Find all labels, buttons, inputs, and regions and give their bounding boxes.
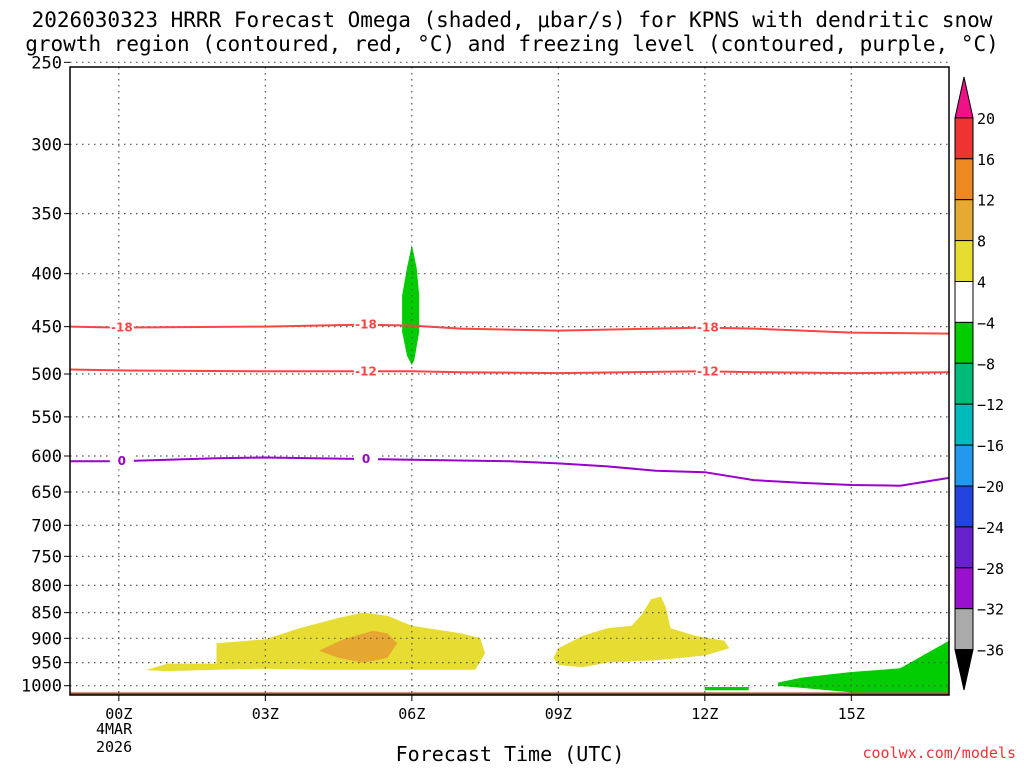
y-tick-label-600: 600 <box>31 447 62 467</box>
x-tick-label-09Z: 09Z <box>545 705 572 723</box>
contour-label--18: -18 <box>355 318 377 332</box>
y-tick-label-850: 850 <box>31 604 62 624</box>
y-tick-label-300: 300 <box>31 135 62 155</box>
contour-label-bg--18 <box>109 319 134 336</box>
y-tick-label-400: 400 <box>31 265 62 285</box>
colorbar-bin-7 <box>954 362 974 405</box>
date-label-year: 2026 <box>96 738 133 756</box>
omega-shade-region-4 <box>704 687 749 691</box>
colorbar-tick-label-3: 8 <box>977 233 986 251</box>
colorbar-bin-1 <box>954 117 974 160</box>
contour-label-0: 0 <box>362 452 370 466</box>
colorbar-tick-label-12: −32 <box>977 601 1004 619</box>
y-tick-label-550: 550 <box>31 408 62 428</box>
colorbar-tick-label-4: 4 <box>977 274 986 292</box>
y-tick-label-800: 800 <box>31 576 62 596</box>
chart-title-line-2: growth region (contoured, red, °C) and f… <box>25 32 999 56</box>
colorbar-tick-label-13: −36 <box>977 642 1004 660</box>
x-tick-label-00Z: 00Z <box>105 705 132 723</box>
x-tick-label-03Z: 03Z <box>252 705 279 723</box>
colorbar-bin-8 <box>954 403 974 446</box>
y-tick-label-900: 900 <box>31 629 62 649</box>
plot-area <box>70 67 949 695</box>
date-label-day: 4MAR <box>96 720 133 738</box>
colorbar-tick-label-8: −16 <box>977 437 1004 455</box>
colorbar-bin-4 <box>954 240 974 283</box>
y-tick-label-1000: 1000 <box>21 677 62 697</box>
y-tick-label-700: 700 <box>31 516 62 536</box>
contour-label--12: -12 <box>697 364 719 378</box>
x-axis-label: Forecast Time (UTC) <box>395 742 625 766</box>
contour-label-0: 0 <box>118 454 126 468</box>
x-tick-label-12Z: 12Z <box>691 705 718 723</box>
colorbar-tick-label-7: −12 <box>977 396 1004 414</box>
contour-label--12: -12 <box>355 364 377 378</box>
x-tick-label-15Z: 15Z <box>838 705 865 723</box>
colorbar-tick-label-10: −24 <box>977 519 1004 537</box>
contour-line--18 <box>69 323 950 335</box>
colorbar-tick-label-2: 12 <box>977 192 995 210</box>
omega-shade-region-0 <box>145 612 486 672</box>
contour-label--18: -18 <box>697 321 719 335</box>
chart-title-line-1: 2026030323 HRRR Forecast Omega (shaded, … <box>31 8 993 32</box>
ground-strip <box>70 692 949 695</box>
colorbar-arrow-bottom <box>954 649 974 691</box>
colorbar-arrow-top <box>954 76 974 119</box>
omega-shade-region-1 <box>319 630 398 663</box>
contour-label--18: -18 <box>111 321 133 335</box>
colorbar-bin-3 <box>954 199 974 242</box>
colorbar-bin-10 <box>954 485 974 528</box>
contour-line-0 <box>70 456 950 487</box>
contour-label-bg--12 <box>695 363 720 380</box>
y-tick-label-750: 750 <box>31 547 62 567</box>
colorbar-bin-13 <box>954 608 974 651</box>
colorbar-tick-label-0: 20 <box>977 110 995 128</box>
colorbar-bin-6 <box>954 321 974 364</box>
colorbar-bin-2 <box>954 158 974 201</box>
plot-frame <box>69 66 950 696</box>
colorbar-tick-label-11: −28 <box>977 560 1004 578</box>
y-tick-label-650: 650 <box>31 483 62 503</box>
contour-label-bg-0 <box>354 450 378 467</box>
credit-link[interactable]: coolwx.com/models <box>862 744 1016 762</box>
y-tick-label-500: 500 <box>31 365 62 385</box>
contour-label-bg--18 <box>354 316 378 333</box>
colorbar-tick-label-1: 16 <box>977 151 995 169</box>
colorbar-tick-label-9: −20 <box>977 478 1004 496</box>
contour-label-bg--12 <box>354 363 378 380</box>
y-tick-label-950: 950 <box>31 654 62 674</box>
contour-label-bg--18 <box>695 319 720 336</box>
colorbar-bin-11 <box>954 526 974 569</box>
omega-shade-region-3 <box>402 244 420 365</box>
y-tick-label-350: 350 <box>31 205 62 225</box>
contour-label-bg-0 <box>109 453 134 470</box>
x-tick-label-06Z: 06Z <box>398 705 425 723</box>
y-tick-label-250: 250 <box>31 53 62 73</box>
colorbar-tick-label-6: −8 <box>977 355 995 373</box>
y-tick-label-450: 450 <box>31 318 62 338</box>
omega-shade-region-2 <box>553 596 730 668</box>
colorbar-tick-label-5: −4 <box>977 314 995 332</box>
colorbar-bin-5 <box>954 281 974 323</box>
colorbar-bin-9 <box>954 444 974 487</box>
colorbar-bin-12 <box>954 567 974 610</box>
contour-line--12 <box>69 368 950 375</box>
omega-shade-region-5 <box>778 640 949 693</box>
